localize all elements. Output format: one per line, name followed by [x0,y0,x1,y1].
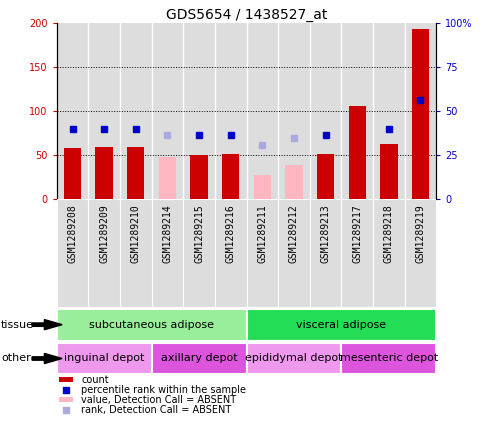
Bar [59,398,73,402]
Bar [222,154,240,199]
Text: GSM1289209: GSM1289209 [99,204,109,263]
Bar [246,199,278,307]
Text: GSM1289213: GSM1289213 [320,204,331,263]
Bar [127,147,144,199]
Bar [405,23,436,199]
Bar [88,199,120,307]
Text: mesenteric depot: mesenteric depot [340,354,438,363]
Text: GSM1289211: GSM1289211 [257,204,267,263]
Bar [88,23,120,199]
Bar [152,23,183,199]
Bar [152,343,246,374]
Bar [373,199,405,307]
Bar [373,23,405,199]
Bar [215,199,246,307]
Text: GSM1289217: GSM1289217 [352,204,362,263]
Text: GSM1289218: GSM1289218 [384,204,394,263]
Bar [278,199,310,307]
Bar [183,199,215,307]
Text: other: other [1,354,31,363]
Bar [246,23,278,199]
Text: GSM1289208: GSM1289208 [68,204,77,263]
Text: epididymal depot: epididymal depot [245,354,343,363]
Text: count: count [81,375,109,385]
Text: axillary depot: axillary depot [161,354,237,363]
Bar [183,23,215,199]
Bar [278,23,310,199]
Text: visceral adipose: visceral adipose [296,320,387,330]
Bar [64,148,81,199]
Text: GSM1289219: GSM1289219 [416,204,425,263]
Bar [57,309,246,341]
Text: GSM1289210: GSM1289210 [131,204,141,263]
Bar [412,30,429,199]
Text: subcutaneous adipose: subcutaneous adipose [89,320,214,330]
Text: GSM1289212: GSM1289212 [289,204,299,263]
Bar [341,23,373,199]
Text: GSM1289214: GSM1289214 [162,204,173,263]
Bar [190,155,208,199]
Text: GSM1289216: GSM1289216 [226,204,236,263]
Bar [310,199,341,307]
Bar [310,23,341,199]
Bar [349,106,366,199]
Text: tissue: tissue [1,320,34,330]
Bar [120,23,152,199]
Bar [57,343,152,374]
Bar [341,199,373,307]
Bar [96,147,113,199]
Bar [285,165,303,199]
Text: GSM1289215: GSM1289215 [194,204,204,263]
Bar [57,199,88,307]
Bar [159,157,176,199]
Text: value, Detection Call = ABSENT: value, Detection Call = ABSENT [81,395,237,405]
Bar [152,199,183,307]
Bar [317,154,334,199]
Bar [59,377,73,382]
Bar [380,143,397,199]
Title: GDS5654 / 1438527_at: GDS5654 / 1438527_at [166,8,327,22]
Bar [341,343,436,374]
Text: percentile rank within the sample: percentile rank within the sample [81,385,246,395]
Bar [120,199,152,307]
Text: inguinal depot: inguinal depot [64,354,144,363]
Bar [246,309,436,341]
Bar [246,343,341,374]
Bar [57,23,88,199]
Bar [253,175,271,199]
Text: rank, Detection Call = ABSENT: rank, Detection Call = ABSENT [81,405,232,415]
Bar [405,199,436,307]
Bar [215,23,246,199]
